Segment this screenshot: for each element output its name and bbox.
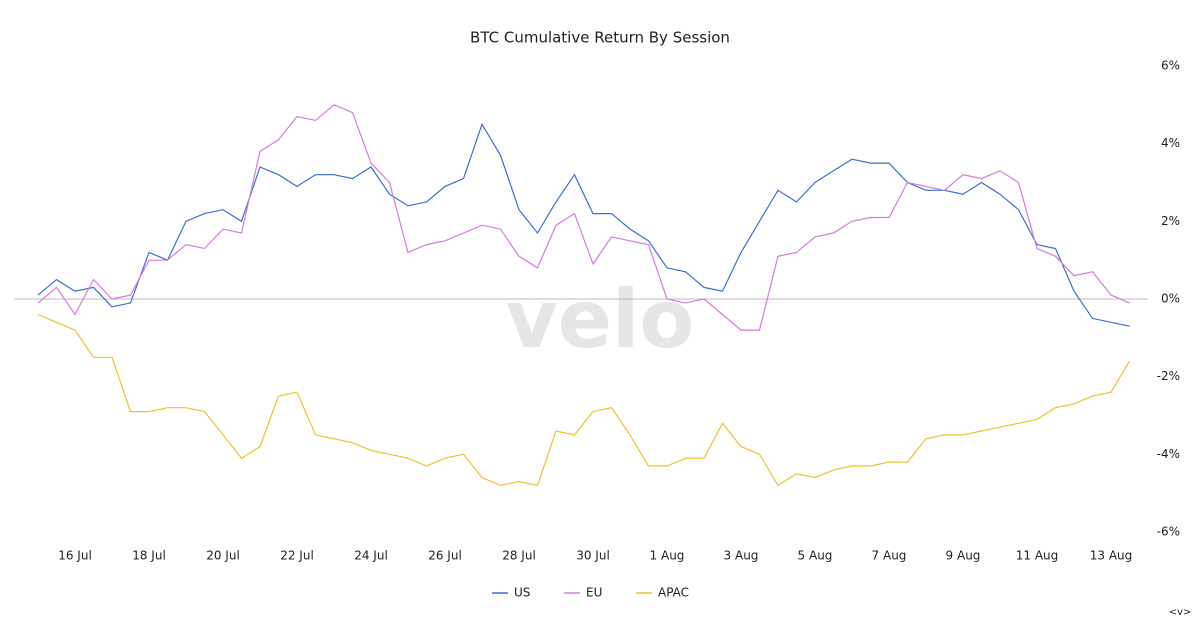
corner-mark: <v> <box>1169 607 1192 618</box>
series-line <box>37 104 1130 331</box>
y-tick-label: 6% <box>1161 59 1180 73</box>
x-tick-label: 20 Jul <box>206 549 240 563</box>
x-tick-label: 26 Jul <box>428 549 462 563</box>
legend-label: EU <box>586 586 602 600</box>
y-tick-label: 4% <box>1161 136 1180 150</box>
series-line <box>37 313 1131 487</box>
y-tick-label: -6% <box>1157 525 1180 539</box>
x-tick-label: 3 Aug <box>724 549 759 563</box>
chart-title: BTC Cumulative Return By Session <box>470 29 730 47</box>
y-tick-label: 0% <box>1161 292 1180 306</box>
x-tick-label: 28 Jul <box>502 549 536 563</box>
x-tick-label: 1 Aug <box>650 549 685 563</box>
x-tick-label: 7 Aug <box>872 549 907 563</box>
y-tick-label: -2% <box>1157 369 1180 383</box>
x-tick-label: 5 Aug <box>798 549 833 563</box>
x-tick-label: 18 Jul <box>132 549 166 563</box>
x-tick-label: 9 Aug <box>946 549 981 563</box>
legend-label: US <box>514 586 530 600</box>
series-line <box>37 122 1130 327</box>
x-tick-label: 11 Aug <box>1016 549 1059 563</box>
legend-label: APAC <box>658 586 689 600</box>
x-tick-label: 22 Jul <box>280 549 314 563</box>
x-tick-label: 13 Aug <box>1090 549 1133 563</box>
watermark: velo <box>506 273 695 366</box>
x-tick-label: 24 Jul <box>354 549 388 563</box>
y-tick-label: -4% <box>1157 447 1180 461</box>
x-tick-label: 30 Jul <box>576 549 610 563</box>
x-tick-label: 16 Jul <box>58 549 92 563</box>
y-tick-label: 2% <box>1161 214 1180 228</box>
